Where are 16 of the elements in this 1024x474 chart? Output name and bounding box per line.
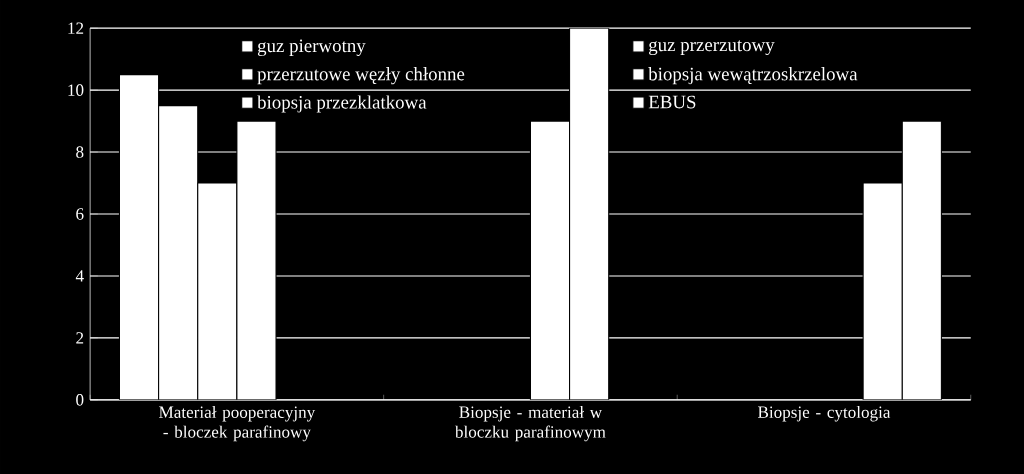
y-tick-label: 10	[68, 84, 84, 96]
y-tick-label: 4	[75, 270, 84, 282]
y-tick-label: 2	[76, 332, 84, 344]
y-tick-label: 0	[76, 394, 84, 406]
legend-label: przerzutowe węzły chłonne	[257, 67, 465, 85]
x-tick-label: Materiał pooperacyjny - bloczek parafinowy	[159, 405, 316, 442]
x-tick-label: Biopsje - materiał w bloczku parafinowym	[454, 405, 606, 442]
y-tick-label: 6	[76, 208, 84, 220]
legend-label: EBUS	[648, 95, 696, 109]
legend-label: guz pierwotny	[257, 39, 366, 56]
y-tick-label: 12	[68, 22, 84, 34]
y-tick-label: 8	[76, 146, 84, 158]
legend-label: biopsja wewątrzoskrzelowa	[648, 67, 858, 85]
legend-label: biopsja przezklatkowa	[257, 95, 427, 113]
x-tick-label: Biopsje - cytologia	[757, 405, 891, 422]
legend-label: guz przerzutowy	[649, 40, 775, 56]
